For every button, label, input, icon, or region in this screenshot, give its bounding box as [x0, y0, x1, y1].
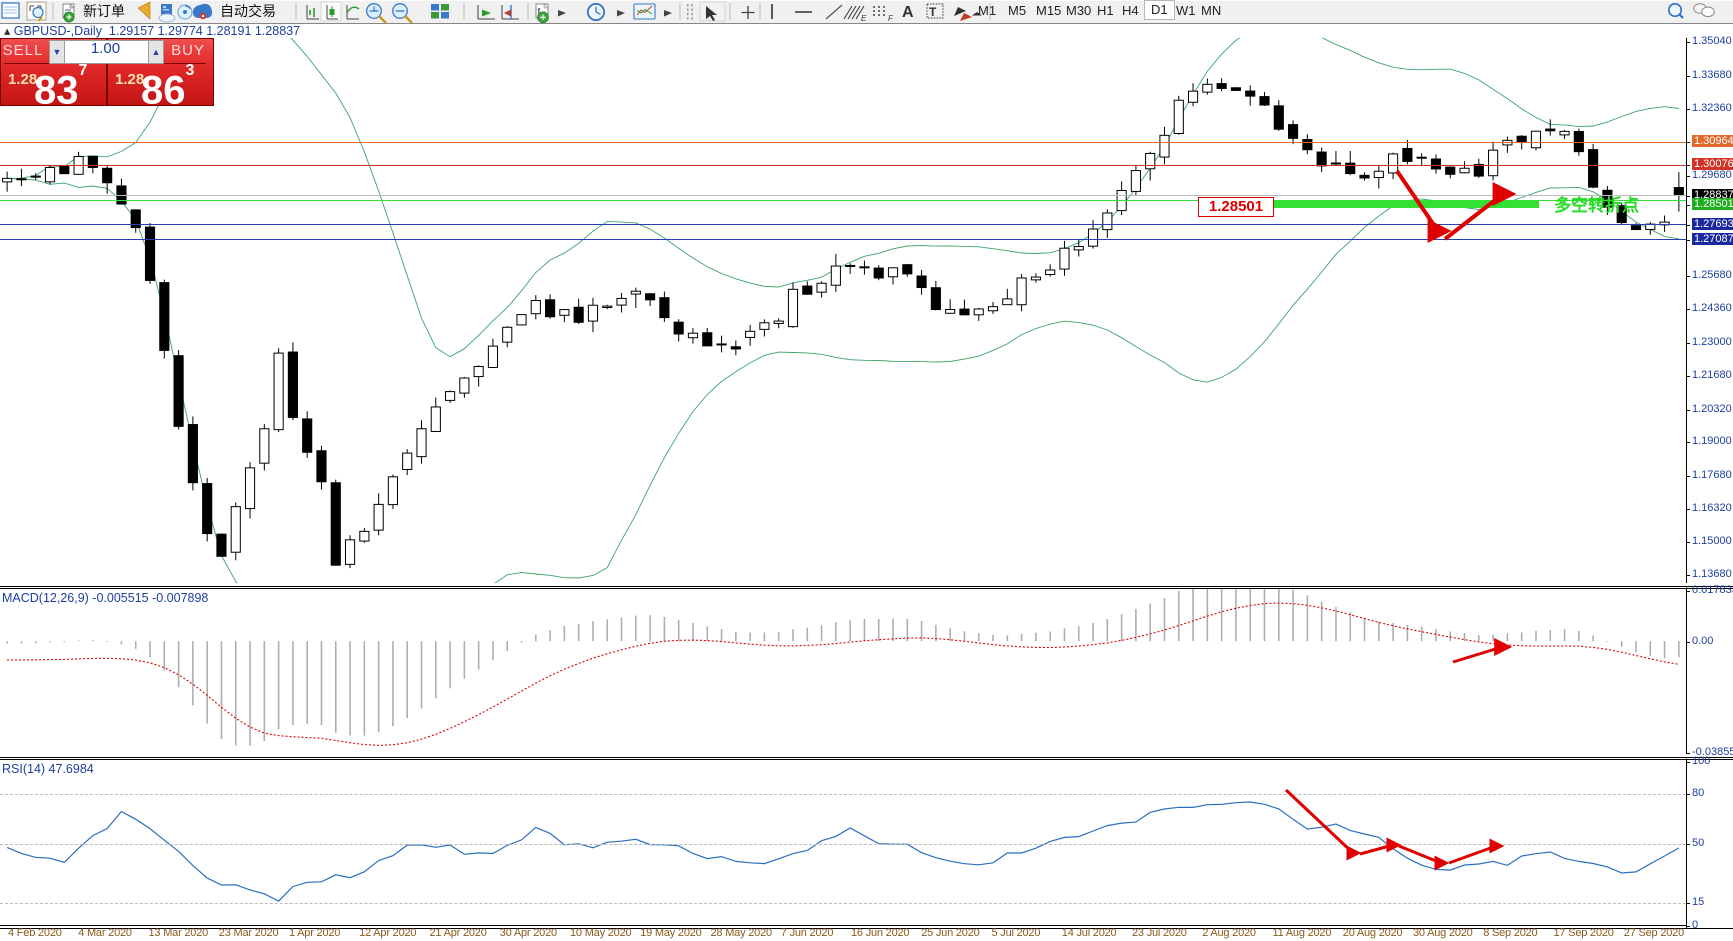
- svg-text:E: E: [861, 14, 867, 23]
- svg-text:A: A: [902, 4, 914, 21]
- svg-text:F: F: [888, 14, 894, 23]
- svg-text:新订单: 新订单: [83, 3, 125, 19]
- svg-text:T: T: [929, 5, 937, 19]
- svg-text:自动交易: 自动交易: [220, 3, 276, 19]
